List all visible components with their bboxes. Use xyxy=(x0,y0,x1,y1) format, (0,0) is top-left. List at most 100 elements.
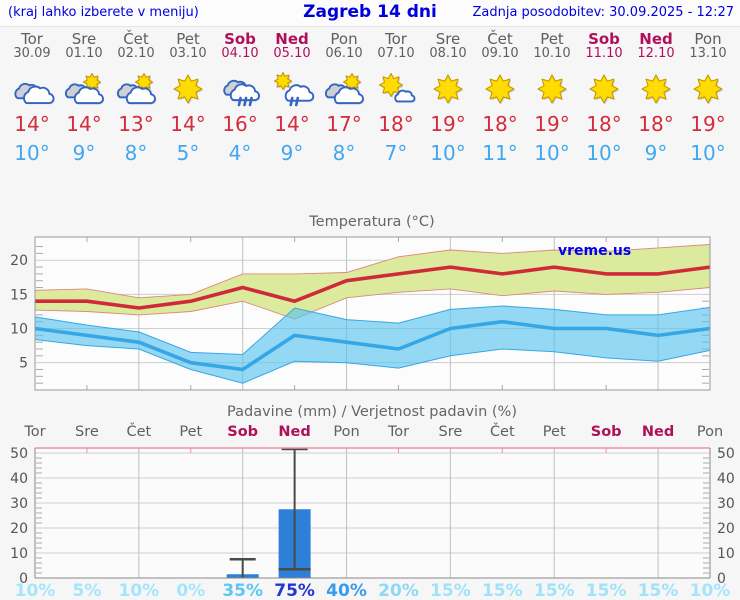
y-axis-label-right: 0 xyxy=(717,571,726,587)
weather-icon xyxy=(578,72,630,108)
max-temperature: 14° xyxy=(66,112,102,136)
sunny-icon xyxy=(173,74,204,105)
precip-probability: 10% xyxy=(690,581,731,600)
precip-day-label: Pon xyxy=(697,424,723,440)
precip-chart-title: Padavine (mm) / Verjetnost padavin (%) xyxy=(227,404,517,420)
day-date: 04.10 xyxy=(221,46,259,61)
day-date: 01.10 xyxy=(65,46,103,61)
day-date: 10.10 xyxy=(533,46,571,61)
precipitation-chart: Tor Sre Čet Pet Sob Ned Pon Tor Sre Čet Pet Sob Ned P… xyxy=(10,404,735,600)
weather-icon xyxy=(266,71,318,108)
forecast-day[interactable]: Sre 01.10 14° 9° xyxy=(58,31,110,164)
precip-probability: 40% xyxy=(326,581,367,600)
temp-chart-title: Temperatura (°C) xyxy=(308,214,434,230)
precip-day-label: Čet xyxy=(490,422,515,440)
y-axis-label-left: 0 xyxy=(19,571,28,587)
forecast-table: Tor 30.09 14° 10° Sre 01.10 14° 9° Čet 0… xyxy=(6,31,734,164)
precip-probability: 15% xyxy=(482,581,523,600)
plot-area xyxy=(35,448,710,578)
y-axis-label: 20 xyxy=(10,253,28,269)
y-axis-label-left: 30 xyxy=(10,496,28,512)
temp-plot: 5 10 15 20 Temperatura (°C) vreme.us xyxy=(10,214,711,391)
weather-icon xyxy=(474,72,526,108)
forecast-day[interactable]: Pon 13.10 19° 10° xyxy=(682,31,734,164)
weather-icon xyxy=(422,72,474,108)
y-axis-label: 5 xyxy=(19,356,28,372)
precip-probability: 5% xyxy=(72,581,101,600)
precip-probability: 75% xyxy=(274,581,315,600)
location-hint[interactable]: (kraj lahko izberete v meniju) xyxy=(8,5,199,20)
precip-probability: 10% xyxy=(15,581,56,600)
max-temperature: 19° xyxy=(430,112,466,136)
day-name: Sre xyxy=(435,30,461,48)
precip-day-label: Pet xyxy=(543,424,566,440)
weather-icon xyxy=(526,72,578,108)
forecast-day[interactable]: Sob 04.10 16° 4° xyxy=(214,31,266,164)
forecast-day[interactable]: Tor 30.09 14° 10° xyxy=(6,31,58,164)
forecast-day[interactable]: Pon 06.10 17° 8° xyxy=(318,31,370,164)
min-temperature: 9° xyxy=(280,141,304,165)
max-temperature: 18° xyxy=(482,112,518,136)
partly-icon xyxy=(65,72,105,105)
day-name: Pon xyxy=(694,30,722,48)
day-date: 02.10 xyxy=(117,46,155,61)
page-header: (kraj lahko izberete v meniju) Zagreb 14… xyxy=(0,0,740,27)
y-axis-label-right: 30 xyxy=(717,496,735,512)
forecast-day[interactable]: Pet 10.10 19° 10° xyxy=(526,31,578,164)
precip-day-label: Sre xyxy=(438,424,462,440)
day-name: Tor xyxy=(385,30,407,48)
precip-day-label: Tor xyxy=(387,424,409,440)
rain-icon xyxy=(223,79,261,107)
y-axis-label-left: 40 xyxy=(10,471,28,487)
day-name: Pet xyxy=(176,30,200,48)
forecast-day[interactable]: Tor 07.10 18° 7° xyxy=(370,31,422,164)
precip-probability: 15% xyxy=(586,581,627,600)
forecast-day[interactable]: Čet 02.10 13° 8° xyxy=(110,31,162,164)
weather-icon xyxy=(6,72,58,108)
forecast-day[interactable]: Čet 09.10 18° 11° xyxy=(474,31,526,164)
temperature-chart: 5 10 15 20 Temperatura (°C) vreme.us xyxy=(10,214,711,391)
day-date: 08.10 xyxy=(429,46,467,61)
day-name: Ned xyxy=(275,30,309,48)
tmax-uncertainty-band xyxy=(35,244,710,319)
max-temperature: 18° xyxy=(378,112,414,136)
day-name: Pet xyxy=(540,30,564,48)
min-temperature: 10° xyxy=(690,141,726,165)
weather-icon xyxy=(370,72,422,108)
day-date: 07.10 xyxy=(377,46,415,61)
day-name: Čet xyxy=(487,30,513,48)
y-axis-label-right: 20 xyxy=(717,521,735,537)
sun-rain-icon xyxy=(273,71,315,107)
precip-day-label: Pet xyxy=(179,424,202,440)
forecast-day[interactable]: Ned 05.10 14° 9° xyxy=(266,31,318,164)
forecast-day[interactable]: Sre 08.10 19° 10° xyxy=(422,31,474,164)
y-axis-label: 15 xyxy=(10,287,28,303)
precip-probability: 10% xyxy=(118,581,159,600)
forecast-day[interactable]: Ned 12.10 18° 9° xyxy=(630,31,682,164)
tmin-line xyxy=(34,319,711,372)
mostly-sunny-icon xyxy=(378,72,416,103)
day-name: Čet xyxy=(123,30,149,48)
max-temperature: 14° xyxy=(14,112,50,136)
forecast-day[interactable]: Sob 11.10 18° 10° xyxy=(578,31,630,164)
max-temperature: 14° xyxy=(274,112,310,136)
forecast-day[interactable]: Pet 03.10 14° 5° xyxy=(162,31,214,164)
weather-icon xyxy=(58,72,110,108)
weather-icon xyxy=(110,72,162,108)
sunny-icon xyxy=(641,74,672,105)
y-axis-label-left: 50 xyxy=(10,446,28,462)
day-date: 05.10 xyxy=(273,46,311,61)
min-temperature: 8° xyxy=(332,141,356,165)
grid xyxy=(35,448,710,578)
precip-probability: 15% xyxy=(638,581,679,600)
y-axis-label-left: 20 xyxy=(10,521,28,537)
y-axis-label-right: 10 xyxy=(717,546,735,562)
day-date: 11.10 xyxy=(585,46,623,61)
min-temperature: 10° xyxy=(586,141,622,165)
vreme-us-link[interactable]: vreme.us xyxy=(558,243,631,259)
y-axis-label: 10 xyxy=(10,322,28,338)
max-temperature: 18° xyxy=(638,112,674,136)
day-name: Sob xyxy=(588,30,620,48)
max-temperature: 16° xyxy=(222,112,258,136)
day-date: 30.09 xyxy=(13,46,51,61)
